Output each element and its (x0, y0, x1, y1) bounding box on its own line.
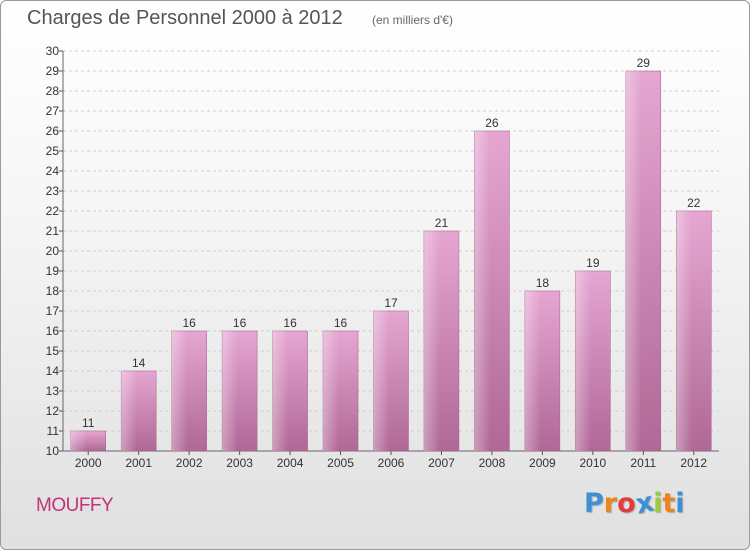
x-tick-label: 2006 (378, 456, 405, 470)
x-tick-label: 2004 (277, 456, 304, 470)
y-tick-label: 28 (46, 84, 60, 98)
y-tick-label: 16 (46, 324, 60, 338)
bars (70, 70, 712, 452)
data-label: 11 (82, 416, 95, 430)
data-label: 21 (435, 216, 449, 230)
y-tick-label: 11 (47, 424, 60, 438)
y-tick-label: 15 (46, 344, 60, 358)
y-tick-label: 14 (46, 364, 60, 378)
y-tick-label: 10 (46, 444, 60, 458)
logo-letter: t (662, 488, 676, 519)
bar-highlight (222, 331, 238, 451)
y-tick-label: 22 (46, 204, 60, 218)
bar-highlight (676, 211, 693, 451)
data-label: 16 (233, 316, 247, 330)
x-tick-label: 2007 (428, 456, 455, 470)
y-tick-label: 17 (46, 304, 60, 318)
bar-highlight (70, 431, 87, 451)
data-label: 26 (485, 116, 499, 130)
data-label: 16 (283, 316, 297, 330)
data-label: 19 (586, 256, 600, 270)
y-tick-label: 18 (46, 284, 60, 298)
x-tick-label: 2002 (176, 456, 203, 470)
y-tick-label: 27 (46, 104, 60, 118)
logo-letter: i (653, 488, 663, 519)
data-label: 18 (536, 276, 550, 290)
y-tick-label: 13 (46, 384, 60, 398)
data-label: 16 (182, 316, 196, 330)
chart-title: Charges de Personnel 2000 à 2012 (27, 7, 343, 29)
x-tick-label: 2011 (630, 456, 656, 470)
commune-name: MOUFFY (36, 495, 114, 516)
y-tick-label: 25 (46, 144, 60, 158)
bar-highlight (323, 331, 339, 451)
bar-highlight (121, 371, 137, 451)
x-tick-label: 2010 (579, 456, 606, 470)
chart-subtitle: (en milliers d'€) (372, 13, 453, 27)
bar-highlight (524, 291, 541, 451)
x-tick-label: 2008 (479, 456, 506, 470)
x-tick-label: 2005 (327, 456, 354, 470)
logo-letter: i (675, 488, 685, 519)
y-tick-label: 29 (46, 64, 60, 78)
y-tick-label: 20 (46, 244, 60, 258)
logo-letter: P (584, 488, 604, 519)
logo-letter: o (617, 488, 636, 519)
bar-highlight (272, 331, 289, 451)
x-tick-label: 2009 (529, 456, 556, 470)
bar-highlight (575, 271, 592, 451)
y-tick-label: 30 (46, 44, 60, 58)
y-tick-label: 19 (46, 264, 60, 278)
bar-highlight (373, 311, 390, 451)
x-tick-label: 2012 (680, 456, 707, 470)
bar-highlight (423, 231, 440, 451)
x-tick-label: 2001 (125, 456, 152, 470)
data-labels: 11 14 16 16 16 16 17 21 26 18 19 29 22 (82, 56, 701, 430)
x-tick-label: 2000 (75, 456, 102, 470)
logo-letter: r (603, 488, 618, 519)
y-tick-label: 24 (46, 164, 60, 178)
bar-highlight (625, 71, 642, 451)
data-label: 16 (334, 316, 348, 330)
proxiti-logo: Proxiti (584, 487, 685, 521)
bar-highlight (171, 331, 188, 451)
y-tick-label: 26 (46, 124, 60, 138)
data-label: 22 (687, 196, 701, 210)
data-label: 14 (132, 356, 146, 370)
bar-highlight (474, 131, 491, 451)
y-tick-label: 12 (46, 404, 60, 418)
y-tick-label: 21 (46, 224, 60, 238)
data-label: 29 (637, 56, 651, 70)
x-tick-label: 2003 (226, 456, 253, 470)
y-tick-label: 23 (46, 184, 60, 198)
data-label: 17 (384, 296, 398, 310)
